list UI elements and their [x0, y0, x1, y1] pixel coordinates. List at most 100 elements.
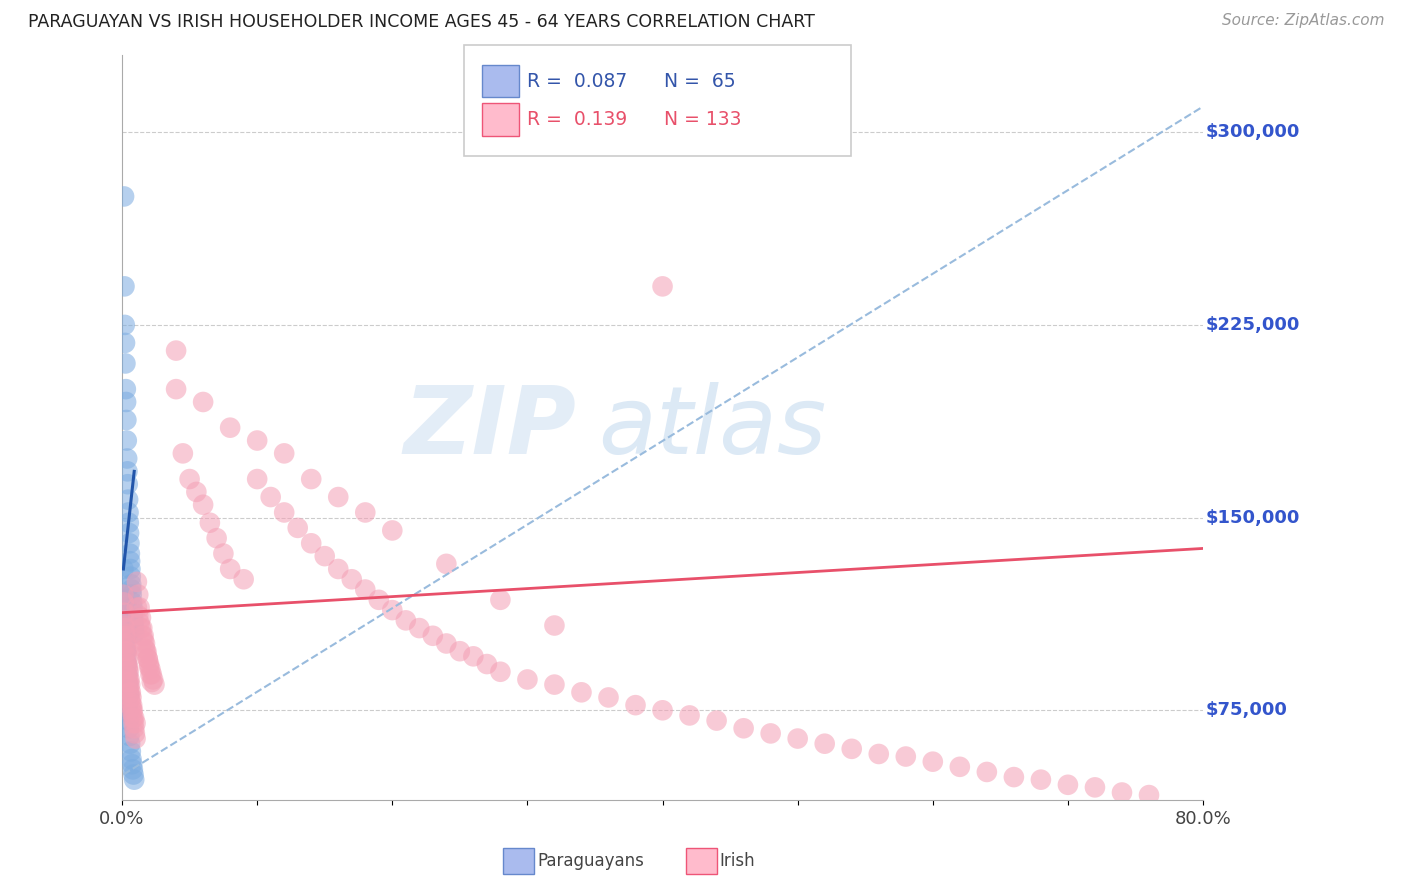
Point: [115, 649, 138, 664]
Point: [120, 577, 142, 591]
Point: [115, 657, 138, 671]
Point: [121, 706, 143, 720]
Point: [115, 675, 138, 690]
Point: [120, 677, 142, 691]
Point: [131, 621, 153, 635]
Point: [115, 667, 138, 681]
Point: [198, 516, 221, 530]
Point: [117, 714, 139, 728]
Point: [287, 521, 309, 535]
Point: [120, 554, 142, 568]
Point: [121, 582, 143, 597]
Point: [114, 629, 136, 643]
Point: [354, 506, 377, 520]
Point: [122, 621, 145, 635]
Point: [142, 673, 165, 687]
Point: [115, 451, 138, 466]
Text: Source: ZipAtlas.com: Source: ZipAtlas.com: [1222, 13, 1385, 29]
Point: [949, 760, 972, 774]
Text: PARAGUAYAN VS IRISH HOUSEHOLDER INCOME AGES 45 - 64 YEARS CORRELATION CHART: PARAGUAYAN VS IRISH HOUSEHOLDER INCOME A…: [28, 13, 815, 31]
Point: [786, 731, 808, 746]
Point: [112, 608, 135, 623]
Point: [246, 472, 269, 486]
Point: [408, 621, 430, 635]
Point: [118, 516, 141, 530]
Text: ZIP: ZIP: [404, 382, 576, 474]
Point: [121, 752, 143, 766]
Point: [122, 611, 145, 625]
Point: [165, 343, 187, 358]
Point: [516, 673, 538, 687]
Point: [112, 606, 135, 620]
Point: [112, 600, 135, 615]
Point: [118, 721, 141, 735]
Point: [260, 490, 283, 504]
Point: [121, 698, 143, 713]
Text: $300,000: $300,000: [1205, 123, 1299, 141]
Text: $150,000: $150,000: [1205, 508, 1299, 526]
Point: [624, 698, 647, 713]
Point: [120, 744, 142, 758]
Point: [434, 557, 457, 571]
Point: [121, 700, 143, 714]
Point: [115, 659, 138, 673]
Point: [122, 615, 145, 630]
Point: [232, 572, 254, 586]
Point: [449, 644, 471, 658]
Point: [122, 716, 145, 731]
Point: [121, 711, 143, 725]
Point: [118, 729, 141, 743]
Point: [121, 763, 143, 777]
Point: [117, 662, 139, 676]
Point: [489, 665, 512, 679]
Point: [115, 644, 138, 658]
Point: [115, 644, 138, 658]
Point: [354, 582, 377, 597]
Point: [115, 413, 138, 427]
Point: [125, 574, 148, 589]
Point: [117, 464, 139, 478]
Point: [127, 608, 149, 623]
Point: [114, 626, 136, 640]
Point: [128, 615, 150, 630]
Point: [120, 685, 142, 699]
Point: [706, 714, 728, 728]
Point: [117, 675, 139, 690]
Point: [117, 690, 139, 705]
Point: [172, 446, 194, 460]
Point: [868, 747, 890, 761]
Point: [299, 472, 322, 486]
Point: [1111, 785, 1133, 799]
Point: [112, 595, 135, 609]
Point: [114, 335, 136, 350]
Point: [138, 659, 160, 673]
Point: [118, 526, 141, 541]
Point: [135, 644, 157, 658]
Point: [1029, 772, 1052, 787]
Point: [118, 547, 141, 561]
Point: [118, 665, 141, 679]
Point: [651, 703, 673, 717]
Point: [246, 434, 269, 448]
Point: [117, 706, 139, 720]
Text: Paraguayans: Paraguayans: [537, 852, 644, 871]
Point: [121, 757, 143, 772]
Point: [367, 592, 389, 607]
Point: [122, 767, 145, 781]
Point: [118, 673, 141, 687]
Point: [678, 708, 700, 723]
Point: [117, 698, 139, 713]
Point: [165, 382, 187, 396]
Point: [114, 279, 136, 293]
Point: [117, 477, 139, 491]
Point: [136, 652, 159, 666]
Point: [124, 731, 146, 746]
Point: [112, 189, 135, 203]
Text: R =  0.139: R = 0.139: [527, 110, 627, 129]
Point: [328, 490, 350, 504]
Point: [314, 549, 336, 563]
Point: [134, 636, 156, 650]
Point: [1002, 770, 1025, 784]
Point: [120, 690, 142, 705]
Point: [117, 492, 139, 507]
